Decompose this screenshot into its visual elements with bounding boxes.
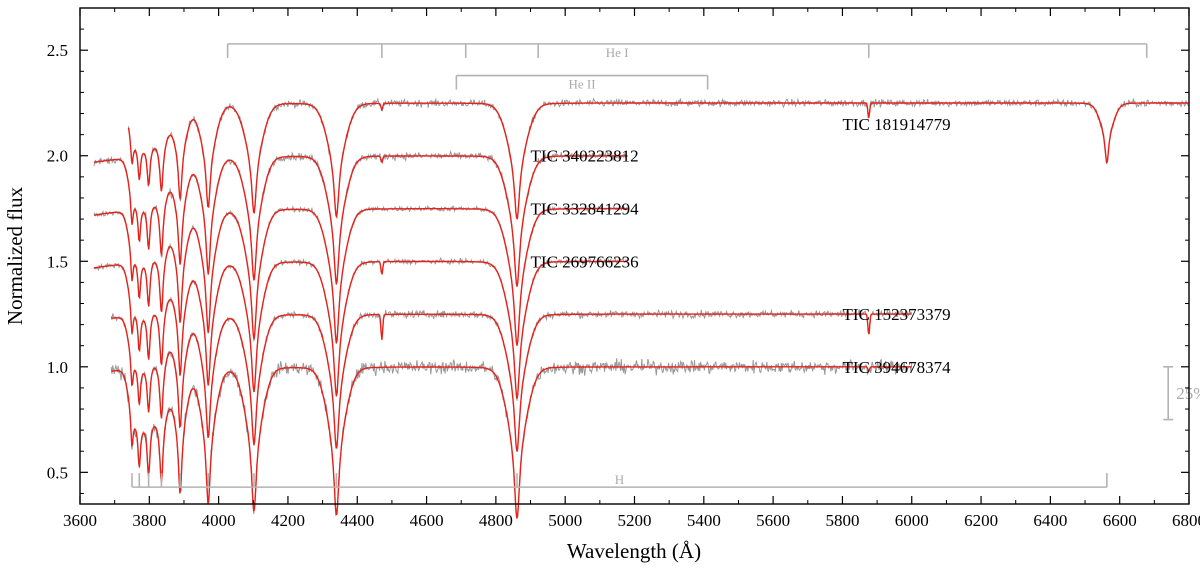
series-label: TIC 152373379 [842,305,950,324]
axes: 3600 3800 4000 4200 4400 4600 4800 5000 5200 5400… [47,8,1200,530]
x-tick-label: 4000 [202,511,236,530]
x-tick-label: 6400 [1033,511,1067,530]
series-label: TIC 181914779 [842,115,950,134]
x-tick-label: 4800 [479,511,513,530]
y-tick-label: 1.0 [47,358,68,377]
x-tick-label: 3600 [63,511,97,530]
model-spectrum [111,366,912,519]
y-axis-label: Normalized flux [3,186,27,325]
observed-spectrum [93,204,629,346]
x-tick-label: 5000 [548,511,582,530]
observed-spectrum [128,97,1189,220]
model-spectrum [93,155,628,287]
model-spectrum [93,207,628,346]
marker-label: H [615,472,624,487]
x-tick-label: 6600 [1103,511,1137,530]
x-tick-label: 3800 [132,511,166,530]
model-spectrum [93,260,628,399]
marker-label: He I [606,45,629,60]
y-tick-label: 2.5 [47,41,68,60]
series-label: TIC 340223812 [531,147,639,166]
x-tick-label: 4400 [340,511,374,530]
x-axis-label: Wavelength (Å) [567,539,701,563]
y-tick-label: 1.5 [47,252,68,271]
x-tick-label: 5800 [825,511,859,530]
x-tick-label: 5600 [756,511,790,530]
scale-bar-label: 25% [1176,384,1200,403]
series-label: TIC 332841294 [531,200,640,219]
x-tick-label: 4200 [271,511,305,530]
marker-label: He II [568,77,595,92]
y-tick-label: 0.5 [47,463,68,482]
x-tick-label: 4600 [410,511,444,530]
x-tick-label: 6200 [964,511,998,530]
model-spectrum [127,102,1189,220]
y-tick-label: 2.0 [47,147,68,166]
series-label: TIC 269766236 [531,252,639,271]
spectra-data-layer: TIC 181914779 TIC 340223812 TIC 332841294 T… [93,97,1189,519]
x-tick-label: 5400 [687,511,721,530]
series-label: TIC 394678374 [842,358,951,377]
x-tick-label: 6000 [895,511,929,530]
observed-spectrum [93,256,629,401]
model-spectrum [111,313,912,452]
x-tick-label: 5200 [618,511,652,530]
line-markers: He I He II H 25% [131,43,1200,488]
